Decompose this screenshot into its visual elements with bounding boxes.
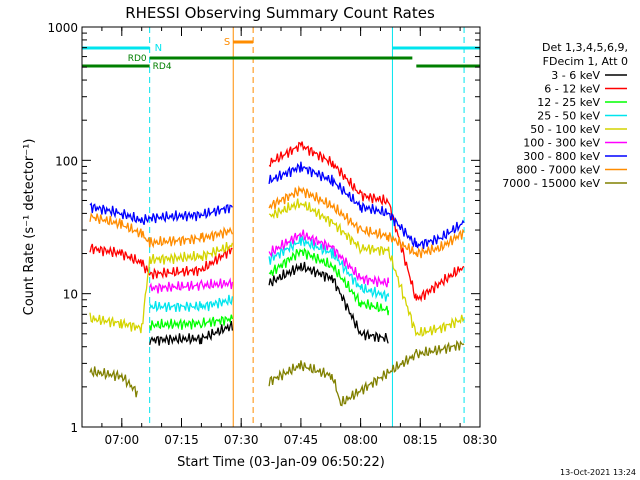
series-lines: [89, 141, 465, 407]
x-tick-label: 07:45: [284, 433, 319, 447]
series-line: [268, 235, 390, 302]
legend-entry-label: 25 - 50 keV: [537, 110, 600, 123]
series-line: [149, 314, 234, 331]
y-axis: 1 10 100 1000: [47, 21, 480, 435]
series-line: [89, 366, 138, 398]
x-tick-label: 07:30: [224, 433, 259, 447]
legend: Det 1,3,4,5,6,9, FDecim 1, Att 0 3 - 6 k…: [502, 41, 628, 190]
series-line: [89, 212, 234, 249]
rd0-label: RD0: [128, 54, 147, 64]
x-tick-label: 08:00: [343, 433, 378, 447]
chart-title: RHESSI Observing Summary Count Rates: [125, 4, 435, 22]
series-line: [149, 277, 234, 294]
legend-entry-label: 3 - 6 keV: [551, 69, 600, 82]
legend-entry-label: 6 - 12 keV: [544, 83, 600, 96]
y-axis-label: Count Rate (s⁻¹ detector⁻¹): [22, 139, 37, 316]
legend-entry-label: 100 - 300 keV: [523, 137, 600, 150]
x-axis-label: Start Time (03-Jan-09 06:50:22): [177, 455, 385, 470]
y-tick-label: 1000: [47, 21, 78, 35]
night-label: N: [155, 43, 162, 54]
series-line: [268, 261, 389, 344]
x-tick-label: 07:15: [164, 433, 199, 447]
y-tick-label: 100: [55, 154, 78, 168]
series-line: [268, 185, 465, 259]
legend-entry-label: 800 - 7000 keV: [516, 164, 600, 177]
x-axis: 07:00 07:15 07:30 07:45 08:00 08:15 08:30: [81, 27, 498, 447]
y-tick-label: 10: [63, 288, 78, 302]
y-tick-label: 1: [70, 421, 78, 435]
x-tick-label: 08:30: [463, 433, 498, 447]
saa-label: S: [224, 37, 230, 48]
legend-entry-label: 12 - 25 keV: [537, 96, 600, 109]
series-line: [89, 202, 233, 226]
series-line: [268, 247, 390, 316]
status-bars: N S RD0 RD4: [82, 37, 480, 72]
x-tick-label: 08:15: [403, 433, 438, 447]
series-line: [268, 141, 465, 303]
x-tick-label: 07:00: [105, 433, 140, 447]
series-line: [149, 320, 234, 346]
legend-entry-label: 300 - 800 keV: [523, 150, 600, 163]
legend-entry-label: 7000 - 15000 keV: [502, 177, 600, 190]
rd4-label: RD4: [153, 62, 172, 72]
legend-header-detectors: Det 1,3,4,5,6,9,: [542, 41, 628, 54]
interval-markers: [149, 27, 465, 427]
legend-entry-label: 50 - 100 keV: [530, 123, 600, 136]
series-line: [268, 161, 465, 250]
series-line: [149, 294, 234, 313]
series-line: [268, 339, 465, 407]
legend-header-decimation: FDecim 1, Att 0: [543, 55, 628, 68]
series-line: [89, 241, 234, 334]
series-line: [268, 229, 390, 288]
series-line: [89, 243, 233, 280]
timestamp: 13-Oct-2021 13:24: [560, 468, 636, 477]
series-line: [268, 198, 465, 337]
